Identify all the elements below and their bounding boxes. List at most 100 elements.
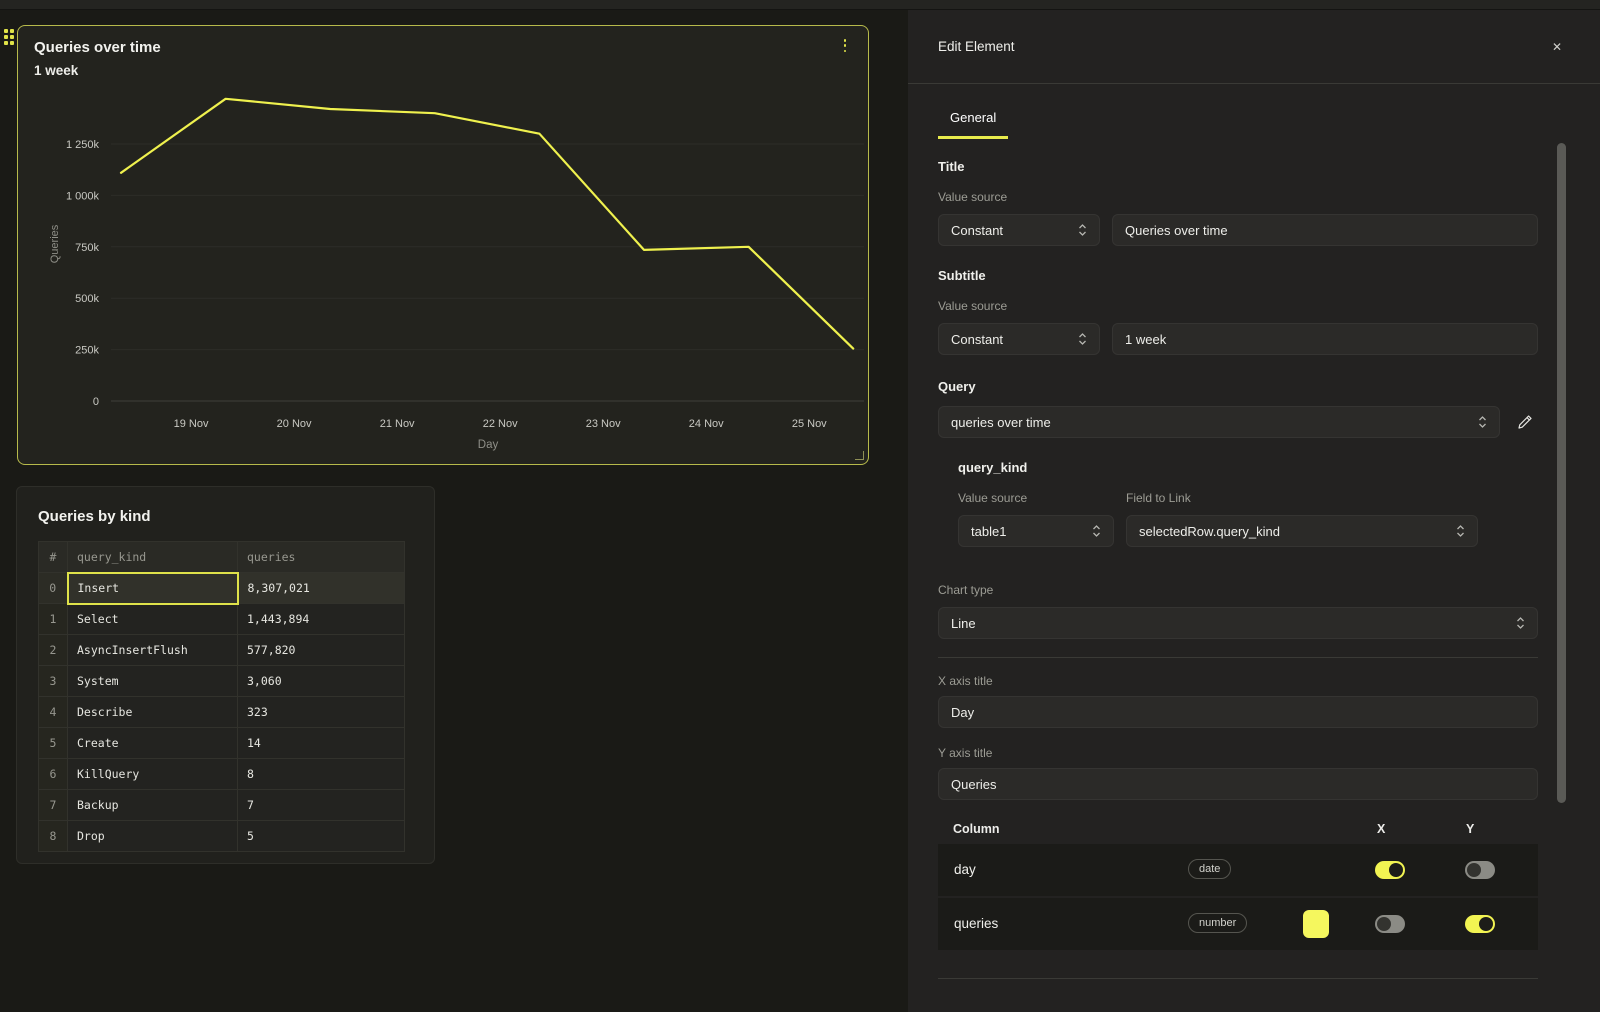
chevron-updown-icon (1517, 617, 1524, 629)
column-name: day (954, 862, 976, 877)
query-kind-source-value: table1 (971, 523, 1007, 539)
chart-line-series (119, 97, 855, 350)
table-header-row: # query_kind queries (38, 541, 405, 573)
row-index-cell[interactable]: 3 (38, 665, 68, 697)
tab-general[interactable]: General (938, 100, 1009, 139)
chart-type-label: Chart type (938, 583, 994, 597)
column-name: queries (954, 916, 999, 931)
x-tick-label: 22 Nov (483, 418, 518, 430)
line-chart: 0 250k 500k 750k 1 000k 1 250k Queries 19 Nov 20… (49, 97, 864, 451)
y-axis-title-label: Y axis title (938, 746, 993, 760)
row-index-cell[interactable]: 6 (38, 758, 68, 790)
y-header-label: Y (1466, 822, 1475, 836)
query-kind-cell[interactable]: AsyncInsertFlush (67, 634, 238, 666)
queries-cell[interactable]: 3,060 (237, 665, 405, 697)
column-type-badge: number (1188, 913, 1248, 933)
query-select[interactable]: queries over time (938, 406, 1500, 438)
table-row: 3 System 3,060 (38, 665, 405, 697)
editor-header: Edit Element ✕ (908, 10, 1600, 84)
row-index-cell[interactable]: 0 (38, 572, 68, 604)
section-divider (938, 978, 1538, 979)
row-index-cell[interactable]: 2 (38, 634, 68, 666)
scrollbar-thumb[interactable] (1557, 143, 1566, 803)
close-icon[interactable]: ✕ (1551, 39, 1562, 54)
table-row: 4 Describe 323 (38, 696, 405, 728)
row-index-cell[interactable]: 8 (38, 820, 68, 852)
toggle-knob (1479, 917, 1493, 931)
title-source-select[interactable]: Constant (938, 214, 1100, 246)
subtitle-value-source-label: Value source (938, 299, 1008, 313)
series-color-swatch[interactable] (1303, 910, 1329, 938)
table-header-cell: query_kind (67, 541, 238, 573)
y-tick-label: 250k (75, 345, 99, 357)
field-to-link-select[interactable]: selectedRow.query_kind (1126, 515, 1478, 547)
queries-cell[interactable]: 5 (237, 820, 405, 852)
kebab-menu-icon[interactable] (838, 39, 852, 57)
x-tick-label: 19 Nov (174, 418, 209, 430)
x-axis-toggle[interactable] (1375, 915, 1405, 933)
x-axis-toggle[interactable] (1375, 861, 1405, 879)
query-kind-cell[interactable]: Describe (67, 696, 238, 728)
toggle-knob (1389, 863, 1403, 877)
subtitle-section-heading: Subtitle (938, 268, 986, 283)
x-tick-label: 24 Nov (689, 418, 724, 430)
subtitle-value-input[interactable]: 1 week (1112, 323, 1538, 355)
drag-handle-icon[interactable] (4, 29, 16, 49)
query-kind-cell[interactable]: Drop (67, 820, 238, 852)
x-axis-title-value: Day (951, 704, 975, 720)
resize-handle[interactable] (855, 451, 864, 460)
column-header-label: Column (953, 822, 1000, 836)
chevron-updown-icon (1079, 333, 1086, 345)
title-value-input[interactable]: Queries over time (1112, 214, 1538, 246)
query-kind-cell[interactable]: Backup (67, 789, 238, 821)
subtitle-source-value: Constant (951, 331, 1004, 347)
dashboard-canvas: 0 250k 500k 750k 1 000k 1 250k Queries 19 Nov 20… (0, 10, 908, 1012)
y-axis-title-input[interactable]: Queries (938, 768, 1538, 800)
table-row: 0 Insert 8,307,021 (38, 571, 405, 605)
column-config-row: queries number (938, 898, 1538, 950)
query-kind-source-select[interactable]: table1 (958, 515, 1114, 547)
columns-config-rows: day date queries number (938, 844, 1538, 950)
row-index-cell[interactable]: 4 (38, 696, 68, 728)
y-axis-title: Queries (49, 224, 61, 263)
table-header-cell: # (38, 541, 68, 573)
queries-cell[interactable]: 8,307,021 (237, 572, 405, 604)
x-tick-label: 20 Nov (277, 418, 312, 430)
chevron-updown-icon (1457, 525, 1464, 537)
queries-cell[interactable]: 323 (237, 696, 405, 728)
edit-query-pencil-icon[interactable] (1512, 409, 1538, 435)
query-kind-cell[interactable]: KillQuery (67, 758, 238, 790)
x-axis-title-label: X axis title (938, 674, 993, 688)
column-config-row: day date (938, 844, 1538, 896)
toggle-knob (1377, 917, 1391, 931)
queries-cell[interactable]: 7 (237, 789, 405, 821)
query-kind-cell[interactable]: Create (67, 727, 238, 759)
title-value-source-label: Value source (938, 190, 1008, 204)
row-index-cell[interactable]: 7 (38, 789, 68, 821)
y-axis-toggle[interactable] (1465, 861, 1495, 879)
query-select-value: queries over time (951, 414, 1051, 430)
query-kind-cell[interactable]: System (67, 665, 238, 697)
y-tick-label: 0 (93, 396, 99, 408)
table-row: 1 Select 1,443,894 (38, 603, 405, 635)
x-tick-label: 21 Nov (380, 418, 415, 430)
query-kind-cell[interactable]: Select (67, 603, 238, 635)
chart-panel[interactable]: 0 250k 500k 750k 1 000k 1 250k Queries 19 Nov 20… (17, 25, 869, 465)
query-kind-cell[interactable]: Insert (66, 571, 239, 605)
x-axis-title-input[interactable]: Day (938, 696, 1538, 728)
table-panel-title: Queries by kind (38, 508, 151, 525)
queries-cell[interactable]: 577,820 (237, 634, 405, 666)
queries-cell[interactable]: 14 (237, 727, 405, 759)
queries-cell[interactable]: 8 (237, 758, 405, 790)
queries-by-kind-panel[interactable]: Queries by kind # query_kind queries 0 Inser… (16, 486, 435, 864)
row-index-cell[interactable]: 1 (38, 603, 68, 635)
title-value-text: Queries over time (1125, 222, 1228, 238)
queries-cell[interactable]: 1,443,894 (237, 603, 405, 635)
chart-type-select[interactable]: Line (938, 607, 1538, 639)
table-row: 6 KillQuery 8 (38, 758, 405, 790)
chart-type-value: Line (951, 615, 976, 631)
subtitle-source-select[interactable]: Constant (938, 323, 1100, 355)
y-axis-toggle[interactable] (1465, 915, 1495, 933)
chart-subtitle: 1 week (34, 63, 79, 78)
row-index-cell[interactable]: 5 (38, 727, 68, 759)
